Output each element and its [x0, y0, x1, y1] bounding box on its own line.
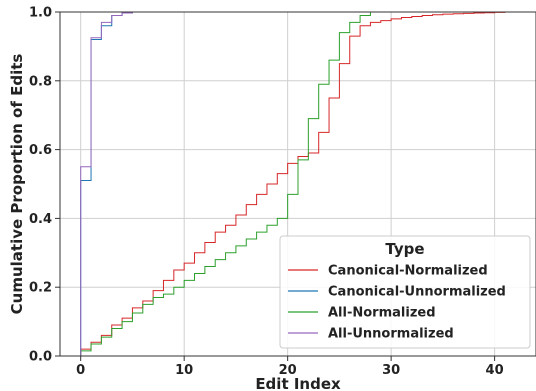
y-axis-label: Cumulative Proportion of Edits — [8, 54, 26, 315]
y-tick-label-1: 0.2 — [29, 281, 52, 296]
legend-label-2: All-Normalized — [328, 306, 436, 321]
y-tick-label-3: 0.6 — [29, 143, 52, 158]
ticks: 0 10 20 30 40 0.0 0.2 0.4 0.6 0.8 1.0 — [29, 6, 504, 379]
series-line-canonical-normalized — [80, 11, 506, 356]
x-tick-label-3: 30 — [382, 363, 400, 378]
series-line-all-normalized — [80, 12, 371, 356]
y-tick-label-2: 0.4 — [29, 212, 52, 227]
x-tick-label-1: 10 — [175, 363, 193, 378]
plot-frame — [59, 11, 536, 357]
legend-label-0: Canonical-Normalized — [328, 264, 488, 279]
series-line-all-unnormalized — [80, 12, 133, 356]
legend-label-3: All-Unnormalized — [328, 327, 454, 342]
x-tick-label-0: 0 — [76, 363, 85, 378]
legend-box — [279, 235, 531, 349]
legend-label-1: Canonical-Unnormalized — [328, 285, 506, 300]
x-axis-label: Edit Index — [255, 375, 341, 391]
series-layer — [80, 11, 506, 356]
series-line-canonical-unnormalized — [80, 12, 133, 356]
y-tick-label-5: 1.0 — [29, 6, 52, 21]
legend: Type Canonical-Normalized Canonical-Unnor… — [279, 235, 531, 349]
x-tick-label-2: 20 — [279, 363, 297, 378]
legend-title: Type — [385, 240, 424, 258]
y-tick-label-0: 0.0 — [29, 350, 52, 365]
x-tick-label-4: 40 — [486, 363, 504, 378]
y-tick-label-4: 0.8 — [29, 74, 52, 89]
